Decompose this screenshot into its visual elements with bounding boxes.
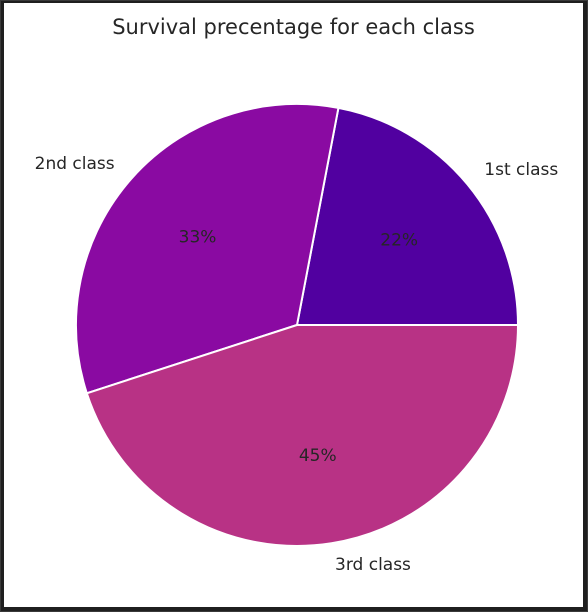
slice-label-2nd-class: 2nd class — [35, 154, 115, 174]
pie-labels: 1st class 22% 2nd class 33% 3rd class 45% — [35, 154, 559, 575]
pie-slice-3rd-class — [85, 324, 520, 547]
pie-slice-2nd-class — [75, 103, 340, 395]
chart-figure: Survival precentage for each class 1st c… — [4, 3, 583, 607]
slice-value-3rd-class: 45% — [299, 446, 337, 466]
slice-label-3rd-class: 3rd class — [335, 555, 411, 575]
slice-label-1st-class: 1st class — [484, 160, 558, 180]
chart-title: Survival precentage for each class — [112, 15, 475, 39]
pie-chart: 1st class 22% 2nd class 33% 3rd class 45% — [35, 103, 559, 575]
pie-slice-1st-class — [295, 106, 520, 326]
pie-slices — [75, 103, 520, 547]
slice-value-2nd-class: 33% — [179, 227, 217, 247]
slice-value-1st-class: 22% — [380, 230, 418, 250]
